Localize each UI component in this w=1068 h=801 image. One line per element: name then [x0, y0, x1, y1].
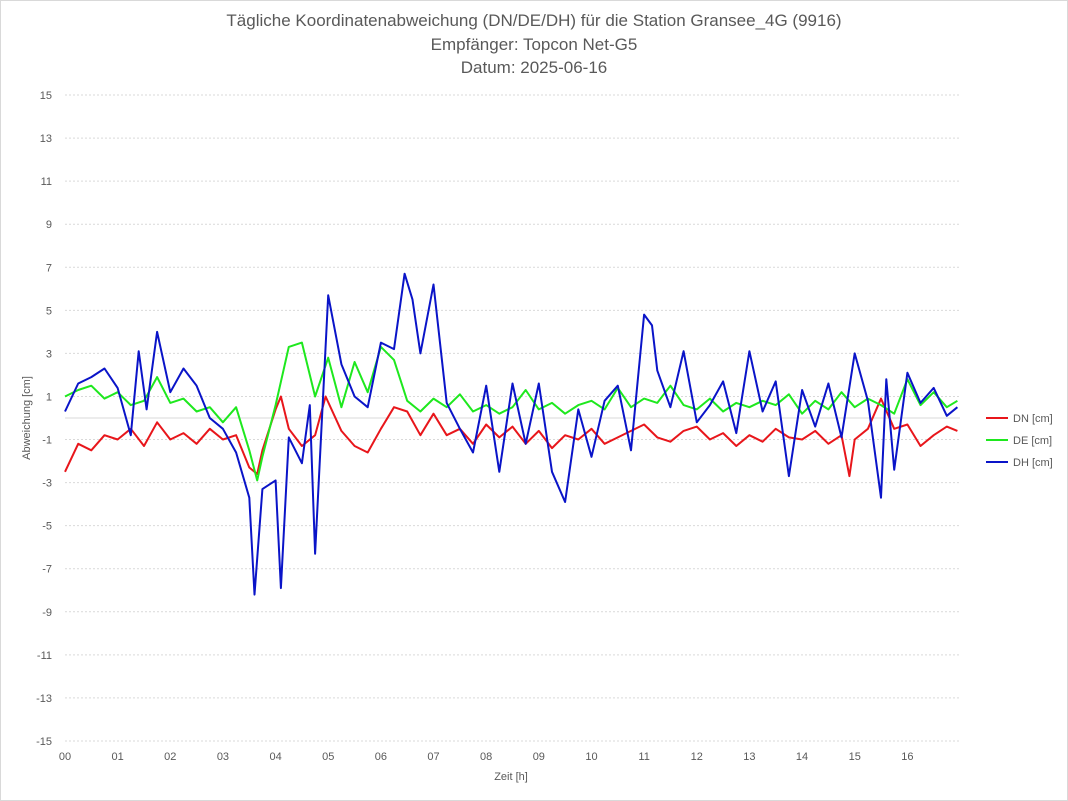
y-tick-label: -7 [42, 564, 52, 576]
y-tick-label: -1 [42, 435, 52, 447]
gridlines [65, 94, 960, 742]
x-axis-ticks: 00 01 02 03 04 05 06 07 08 09 10 11 12 13 14 15 16 [59, 751, 914, 763]
x-tick-label: 10 [585, 751, 597, 763]
y-tick-label: 13 [40, 133, 52, 145]
y-tick-label: -5 [42, 521, 52, 533]
x-tick-label: 09 [533, 751, 545, 763]
y-tick-label: 7 [46, 262, 52, 274]
x-tick-label: 06 [375, 751, 387, 763]
y-tick-label: -11 [37, 650, 52, 662]
x-tick-label: 16 [901, 751, 913, 763]
x-tick-label: 13 [743, 751, 755, 763]
x-tick-label: 05 [322, 751, 334, 763]
x-tick-label: 07 [427, 751, 439, 763]
legend-label: DE [cm] [1013, 435, 1052, 447]
y-tick-label: 3 [46, 348, 52, 360]
y-tick-label: -13 [36, 693, 52, 705]
x-tick-label: 12 [691, 751, 703, 763]
x-tick-label: 04 [269, 751, 281, 763]
x-tick-label: 14 [796, 751, 808, 763]
y-tick-label: 1 [46, 391, 52, 403]
y-axis-ticks: 15 13 11 9 7 5 3 1 -1 -3 -5 -7 -9 -11 -13 -15 [36, 90, 52, 748]
x-tick-label: 03 [217, 751, 229, 763]
y-axis-label: Abweichung [cm] [21, 376, 33, 460]
series-line-dh [64, 272, 959, 596]
y-tick-label: 5 [46, 305, 52, 317]
chart-title: Tägliche Koordinatenabweichung (DN/DE/DH… [226, 11, 842, 30]
x-tick-label: 08 [480, 751, 492, 763]
x-tick-label: 15 [849, 751, 861, 763]
x-axis-label: Zeit [h] [494, 771, 528, 783]
chart-subtitle-date: Datum: 2025-06-16 [460, 58, 608, 77]
y-tick-label: 9 [46, 219, 52, 231]
x-tick-label: 01 [112, 751, 124, 763]
x-tick-label: 00 [59, 751, 71, 763]
y-tick-label: -3 [42, 478, 52, 490]
legend-label: DH [cm] [1013, 457, 1053, 469]
legend-label: DN [cm] [1013, 413, 1053, 425]
x-tick-label: 02 [164, 751, 176, 763]
y-tick-label: 11 [41, 176, 52, 188]
x-tick-label: 11 [638, 751, 649, 763]
y-tick-label: 15 [40, 90, 52, 102]
y-tick-label: -9 [42, 607, 52, 619]
chart-subtitle-receiver: Empfänger: Topcon Net-G5 [430, 35, 638, 54]
legend: DN [cm] DE [cm] DH [cm] [986, 413, 1053, 469]
y-tick-label: -15 [36, 736, 52, 748]
series-lines [64, 272, 959, 596]
series-line-de [64, 341, 958, 482]
